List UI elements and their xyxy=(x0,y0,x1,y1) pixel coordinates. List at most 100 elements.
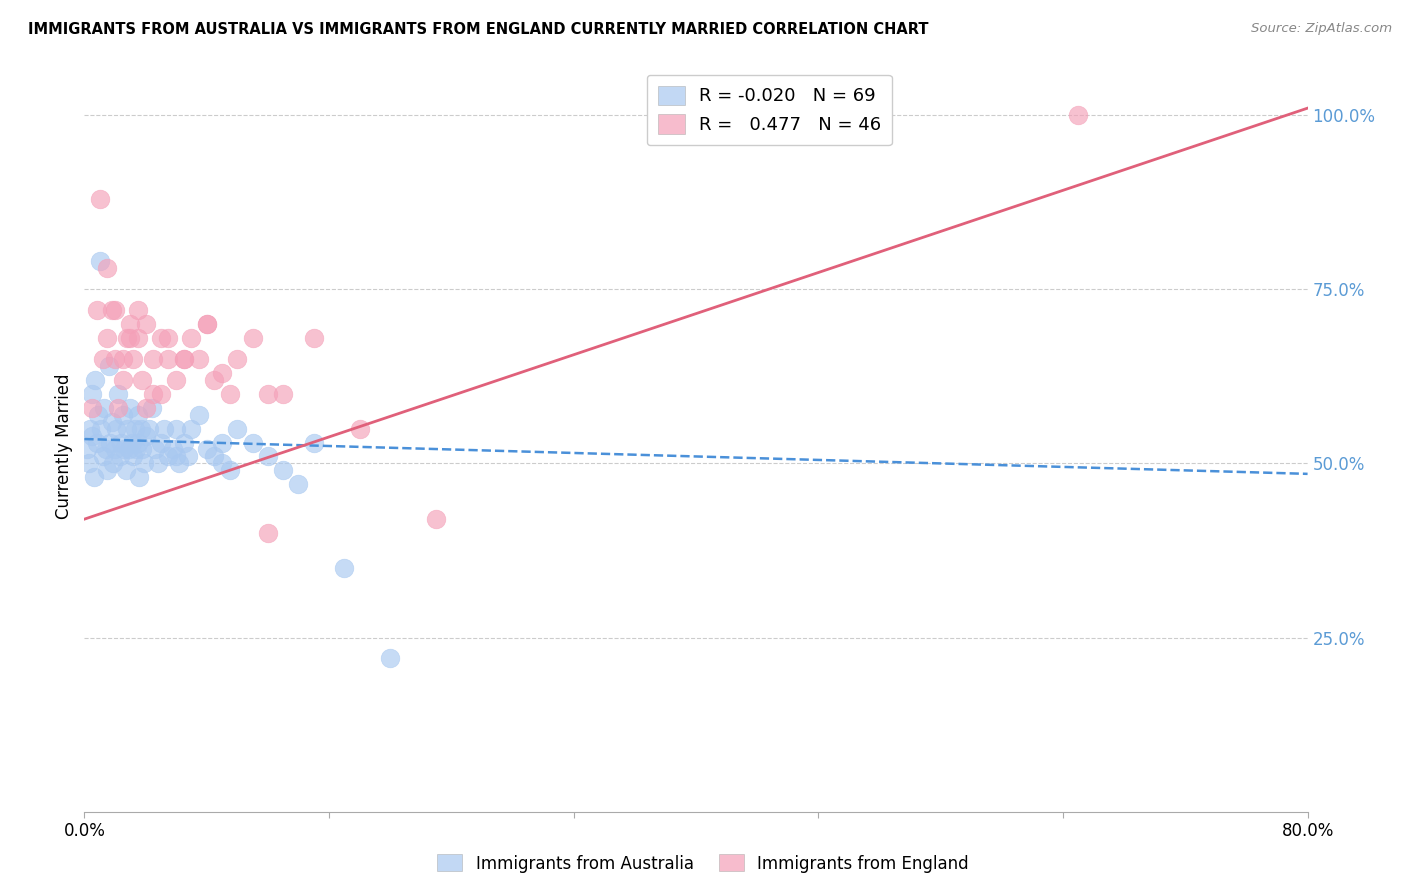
Point xyxy=(96,261,118,276)
Point xyxy=(157,351,180,366)
Point xyxy=(195,317,218,331)
Point xyxy=(93,401,115,415)
Point xyxy=(173,351,195,366)
Point xyxy=(271,463,294,477)
Point xyxy=(97,359,120,373)
Point xyxy=(86,435,108,450)
Point xyxy=(226,351,249,366)
Point xyxy=(120,331,142,345)
Point xyxy=(1067,108,1090,122)
Point xyxy=(125,442,148,457)
Point xyxy=(135,428,157,442)
Point xyxy=(149,435,172,450)
Point xyxy=(80,401,103,415)
Point xyxy=(104,303,127,318)
Point xyxy=(104,442,127,457)
Point xyxy=(76,442,98,457)
Point xyxy=(180,331,202,345)
Point xyxy=(173,351,195,366)
Point xyxy=(129,421,152,435)
Point xyxy=(149,386,172,401)
Point xyxy=(211,366,233,380)
Point xyxy=(173,435,195,450)
Point xyxy=(226,421,249,435)
Legend: Immigrants from Australia, Immigrants from England: Immigrants from Australia, Immigrants fr… xyxy=(430,847,976,880)
Point xyxy=(143,442,166,457)
Point xyxy=(135,401,157,415)
Point xyxy=(127,303,149,318)
Point xyxy=(104,351,127,366)
Point xyxy=(302,435,325,450)
Point xyxy=(425,512,447,526)
Y-axis label: Currently Married: Currently Married xyxy=(55,373,73,519)
Point xyxy=(98,435,121,450)
Point xyxy=(80,386,103,401)
Point xyxy=(138,421,160,435)
Point xyxy=(242,331,264,345)
Point xyxy=(188,408,211,422)
Point xyxy=(90,421,112,435)
Point xyxy=(84,373,107,387)
Point xyxy=(132,457,155,471)
Point xyxy=(128,470,150,484)
Point xyxy=(131,442,153,457)
Point xyxy=(107,386,129,401)
Point xyxy=(112,442,135,457)
Point xyxy=(80,428,103,442)
Point xyxy=(257,386,280,401)
Point xyxy=(271,386,294,401)
Point xyxy=(131,373,153,387)
Point xyxy=(195,442,218,457)
Point xyxy=(177,450,200,464)
Point xyxy=(115,421,138,435)
Point xyxy=(91,351,114,366)
Point xyxy=(86,303,108,318)
Point xyxy=(111,351,134,366)
Point xyxy=(111,373,134,387)
Text: IMMIGRANTS FROM AUSTRALIA VS IMMIGRANTS FROM ENGLAND CURRENTLY MARRIED CORRELATI: IMMIGRANTS FROM AUSTRALIA VS IMMIGRANTS … xyxy=(28,22,928,37)
Point xyxy=(110,435,132,450)
Point xyxy=(121,435,143,450)
Point xyxy=(333,561,356,575)
Point xyxy=(165,450,187,464)
Point xyxy=(302,331,325,345)
Point xyxy=(380,651,402,665)
Point xyxy=(202,373,225,387)
Point xyxy=(188,351,211,366)
Point xyxy=(96,463,118,477)
Legend: R = -0.020   N = 69, R =   0.477   N = 46: R = -0.020 N = 69, R = 0.477 N = 46 xyxy=(647,75,891,145)
Point xyxy=(79,421,101,435)
Point xyxy=(218,463,240,477)
Point xyxy=(157,331,180,345)
Point xyxy=(101,303,124,318)
Point xyxy=(157,450,180,464)
Point xyxy=(195,317,218,331)
Point xyxy=(101,415,124,429)
Point xyxy=(127,435,149,450)
Point xyxy=(118,442,141,457)
Point xyxy=(211,457,233,471)
Point xyxy=(165,373,187,387)
Point xyxy=(167,457,190,471)
Point xyxy=(91,450,114,464)
Point xyxy=(211,435,233,450)
Point xyxy=(120,317,142,331)
Point xyxy=(111,408,134,422)
Text: Source: ZipAtlas.com: Source: ZipAtlas.com xyxy=(1251,22,1392,36)
Point xyxy=(165,421,187,435)
Point xyxy=(257,450,280,464)
Point xyxy=(141,401,163,415)
Point xyxy=(142,386,165,401)
Point xyxy=(83,470,105,484)
Point xyxy=(142,351,165,366)
Point xyxy=(94,442,117,457)
Point xyxy=(257,526,280,541)
Point xyxy=(107,401,129,415)
Point xyxy=(180,421,202,435)
Point xyxy=(349,421,371,435)
Point xyxy=(162,442,184,457)
Point xyxy=(103,457,125,471)
Point xyxy=(127,331,149,345)
Point xyxy=(115,331,138,345)
Point xyxy=(108,450,131,464)
